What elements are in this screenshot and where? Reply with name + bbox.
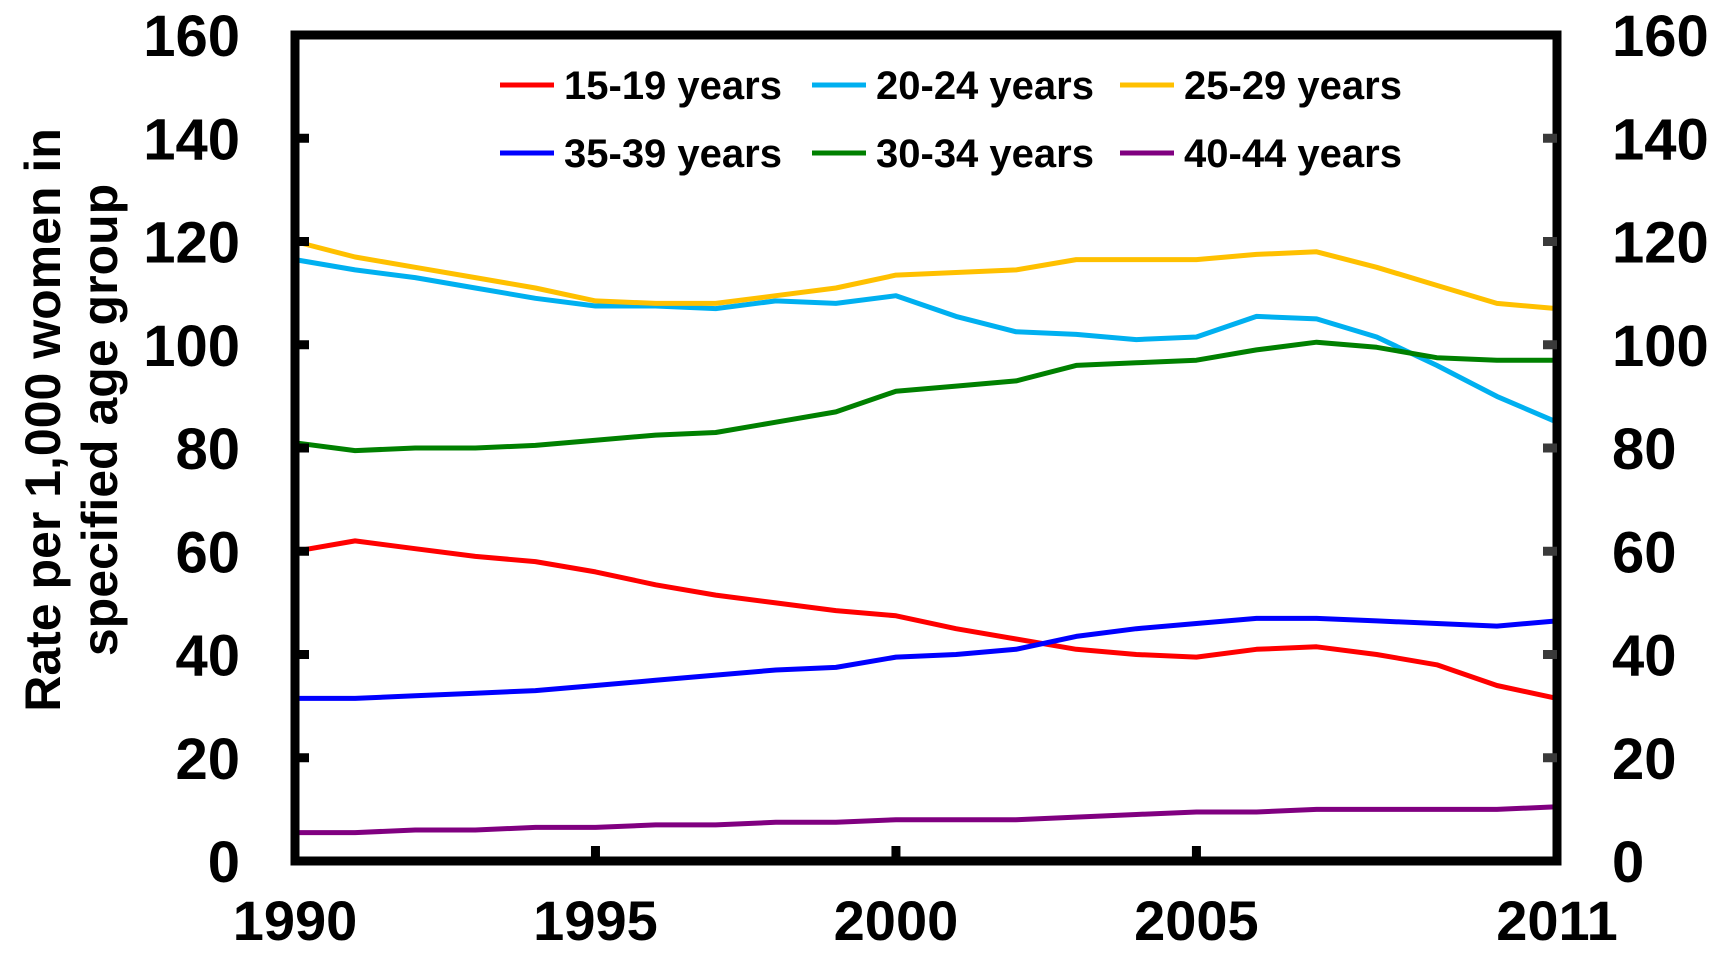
y-tick-label-right: 40 (1612, 624, 1677, 689)
y-axis-title: Rate per 1,000 women in specified age gr… (15, 128, 128, 712)
y-tick-label-left: 60 (175, 520, 240, 585)
legend-item: 30-34 years (812, 132, 1094, 176)
series-line-35-39-years (295, 615, 1558, 701)
y-tick-label-left: 40 (175, 624, 240, 689)
axis-ticks (295, 133, 1557, 861)
y-axis-title-line-1: Rate per 1,000 women in (15, 128, 71, 712)
legend-item: 35-39 years (500, 132, 782, 176)
legend-item: 25-29 years (1120, 64, 1402, 108)
x-tick-label: 2005 (1134, 889, 1259, 952)
y-tick-label-left: 140 (143, 107, 240, 172)
y-tick-label-left: 0 (208, 830, 240, 895)
x-tick-label: 2011 (1496, 889, 1618, 952)
y-tick-label-right: 120 (1612, 211, 1709, 276)
series-line-40-44-years (295, 804, 1558, 836)
x-tick-label: 1995 (533, 889, 658, 952)
y-tick-label-right: 160 (1612, 4, 1709, 69)
legend-label: 20-24 years (876, 64, 1094, 108)
y-tick-label-right: 100 (1612, 314, 1709, 379)
y-tick-label-right: 0 (1612, 830, 1644, 895)
y-tick-label-left: 80 (175, 417, 240, 482)
legend-item: 40-44 years (1120, 132, 1402, 176)
legend-item: 20-24 years (812, 64, 1094, 108)
series-line-30-34-years (294, 339, 1557, 454)
y-tick-label-right: 20 (1612, 727, 1677, 792)
series-line-25-29-years (294, 239, 1558, 312)
x-tick-label: 1990 (233, 889, 358, 952)
y-tick-label-right: 80 (1612, 417, 1677, 482)
legend-label: 15-19 years (564, 64, 782, 108)
y-axis-title-line-2: specified age group (72, 184, 128, 656)
legend-label: 35-39 years (564, 132, 782, 176)
legend: 15-19 years 20-24 years 25-29 years 35-39 y… (500, 64, 1402, 176)
legend-label: 30-34 years (876, 132, 1094, 176)
series-lines (294, 239, 1558, 836)
legend-label: 25-29 years (1184, 64, 1402, 108)
y-tick-label-right: 140 (1612, 107, 1709, 172)
series-line-20-24-years (294, 257, 1558, 425)
x-tick-label: 2000 (834, 889, 959, 952)
y-tick-label-left: 20 (175, 727, 240, 792)
y-tick-label-left: 160 (143, 4, 240, 69)
tick-labels: 0 0 20 20 40 40 60 60 80 80 100 100 120 120 140 140 160 1… (143, 4, 1709, 952)
series-line-15-19-years (294, 538, 1558, 701)
y-tick-label-right: 60 (1612, 520, 1677, 585)
legend-label: 40-44 years (1184, 132, 1402, 176)
y-tick-label-left: 100 (143, 314, 240, 379)
y-tick-label-left: 120 (143, 211, 240, 276)
legend-item: 15-19 years (500, 64, 782, 108)
